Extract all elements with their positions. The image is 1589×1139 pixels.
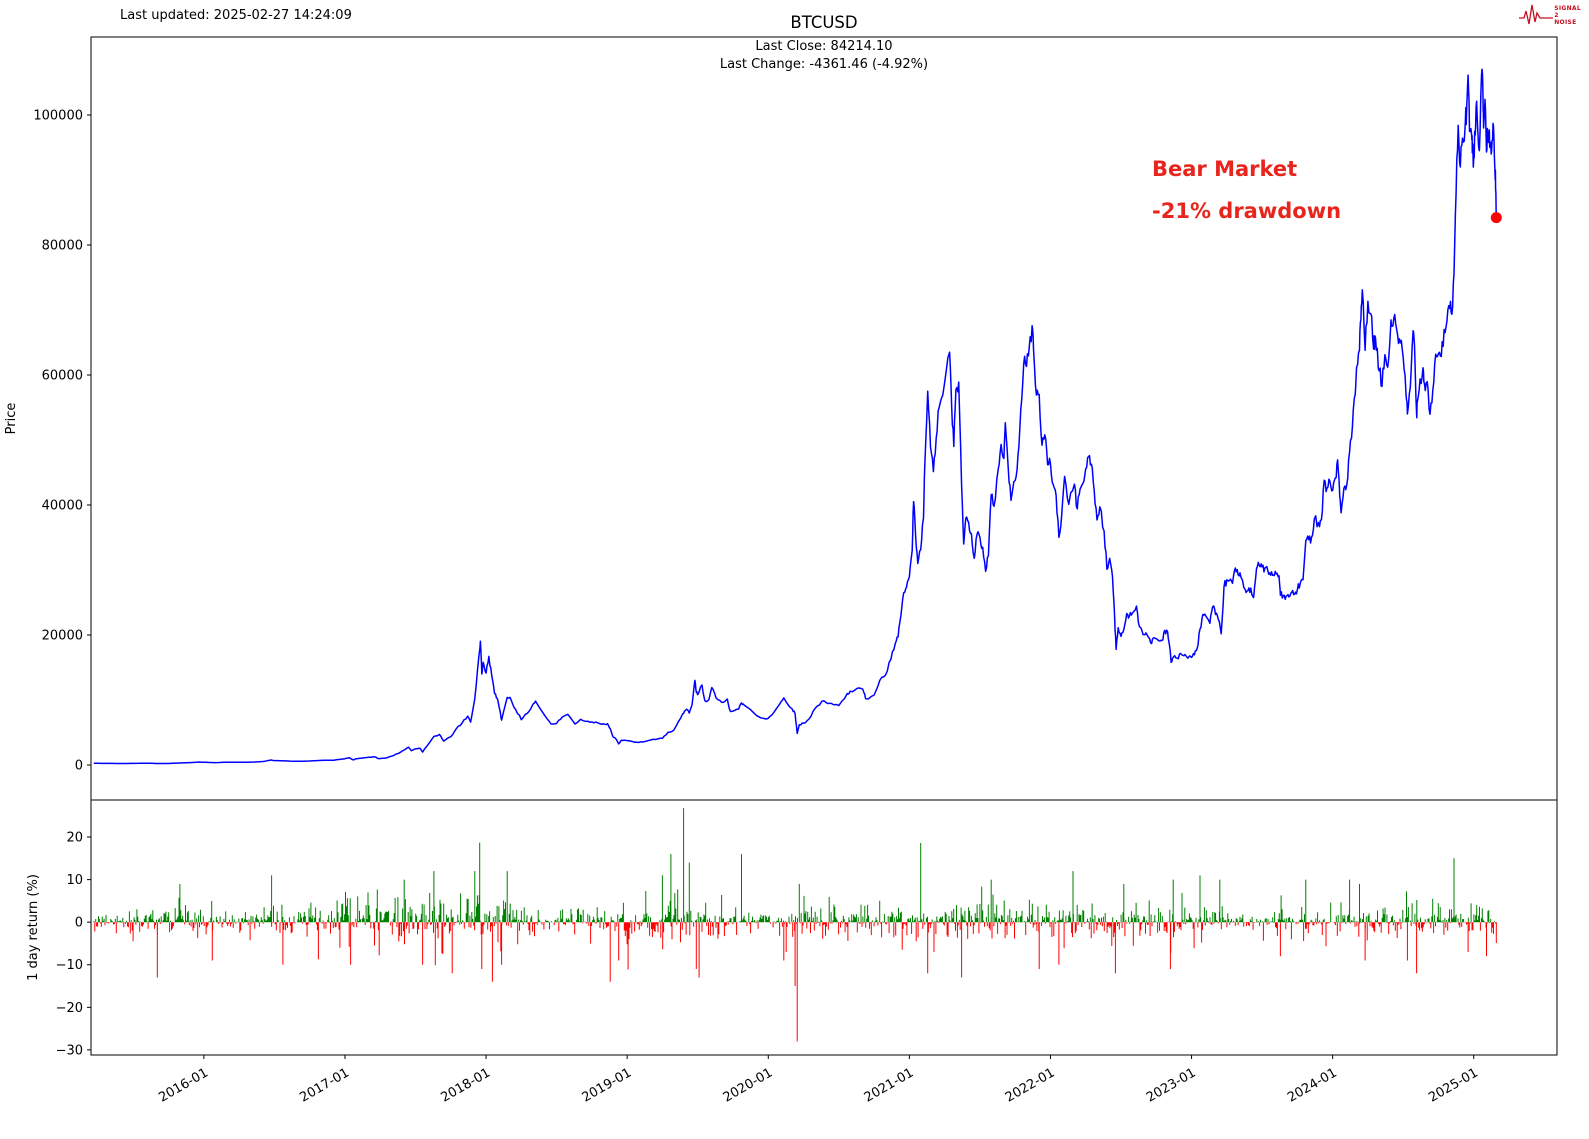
last-price-marker [1490, 212, 1502, 224]
xtick-label: 2022-01 [1003, 1065, 1058, 1105]
annotation-line-2: -21% drawdown [1152, 199, 1342, 223]
returns-ytick-label: 10 [66, 873, 83, 888]
xtick-label: 2025-01 [1426, 1065, 1481, 1105]
price-ytick-label: 60000 [42, 368, 83, 383]
price-ytick-label: 100000 [33, 108, 83, 123]
returns-ytick-label: −30 [56, 1043, 83, 1058]
returns-ytick-label: −10 [56, 958, 83, 973]
price-ytick-label: 20000 [42, 628, 83, 643]
xtick-label: 2016-01 [156, 1065, 211, 1105]
daily-loss-bars [94, 922, 1497, 1042]
signal2noise-logo: SIGNAL 2 NOISE [1519, 2, 1581, 28]
xtick-label: 2021-01 [862, 1065, 917, 1105]
ekg-waveform-icon [1519, 4, 1554, 25]
price-axis-label: Price [4, 403, 19, 435]
price-line-series [93, 68, 1498, 765]
bear-market-annotation: Bear Market -21% drawdown [1152, 148, 1341, 232]
price-ytick-label: 40000 [42, 498, 83, 513]
xtick-label: 2019-01 [580, 1065, 635, 1105]
last-close-text: Last Close: 84214.10 [755, 39, 893, 54]
xtick-label: 2018-01 [439, 1065, 494, 1105]
xtick-label: 2024-01 [1285, 1065, 1340, 1105]
returns-ytick-label: 0 [75, 916, 83, 931]
returns-ytick-label: 20 [66, 831, 83, 846]
last-change-text: Last Change: -4361.46 (-4.92%) [719, 57, 929, 72]
xtick-label: 2023-01 [1144, 1065, 1199, 1105]
price-ytick-label: 0 [75, 758, 83, 773]
logo-line-3: NOISE [1554, 18, 1577, 26]
price-ytick-label: 80000 [42, 238, 83, 253]
returns-panel-border [90, 799, 1558, 1056]
logo-line-1: SIGNAL [1554, 4, 1581, 12]
daily-gain-bars [93, 808, 1495, 923]
returns-ytick-label: −20 [56, 1001, 83, 1016]
xtick-label: 2017-01 [297, 1065, 352, 1105]
annotation-line-1: Bear Market [1152, 157, 1298, 181]
chart-title: BTCUSD [790, 13, 858, 32]
last-updated-text: Last updated: 2025-02-27 14:24:09 [120, 8, 352, 23]
logo-text: SIGNAL 2 NOISE [1554, 5, 1581, 26]
logo-line-2: 2 [1554, 11, 1559, 19]
returns-axis-label: 1 day return (%) [26, 874, 41, 981]
xtick-label: 2020-01 [721, 1065, 776, 1105]
